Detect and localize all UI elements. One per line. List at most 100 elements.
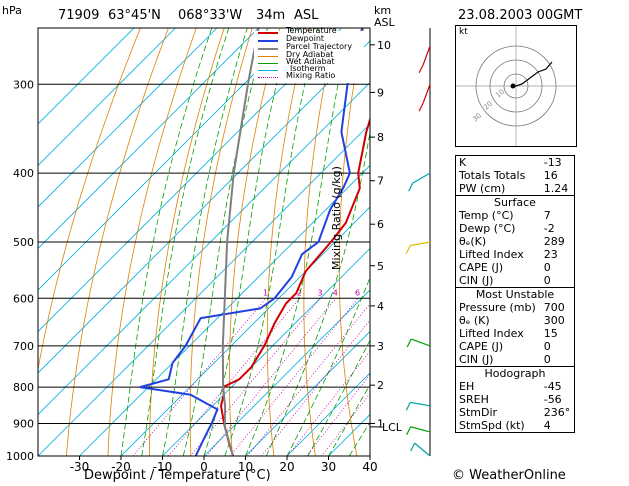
hodograph-storm-motion — [510, 83, 516, 89]
km-tick-label: 5 — [377, 260, 384, 273]
index-row: Totals Totals 16 — [456, 169, 575, 182]
index-row: CIN (J) 0 — [456, 274, 575, 288]
index-label: Totals Totals — [459, 169, 526, 182]
index-label: CIN (J) — [459, 274, 494, 287]
mixing-ratio-line — [190, 298, 321, 456]
index-label: CIN (J) — [459, 353, 494, 366]
dry-adiabat-line — [587, 28, 629, 456]
legend-swatch-temperature — [258, 32, 278, 34]
surface-title: Surface — [494, 196, 536, 209]
pressure-tick-label: 400 — [13, 167, 34, 180]
hodograph-ring-label-10: 10 — [494, 88, 506, 100]
index-value: 0 — [543, 353, 551, 366]
mixing-ratio-line — [206, 298, 337, 456]
dry-adiabat-line — [229, 28, 281, 456]
km-tick-label: 8 — [377, 131, 384, 144]
station-elev: 34m — [256, 8, 286, 23]
hpa-label: hPa — [2, 4, 22, 17]
index-label: Pressure (mb) — [459, 301, 536, 314]
index-row: Lifted Index 23 — [456, 248, 575, 261]
temp-tick-label: -20 — [111, 460, 131, 474]
wet-adiabat-line — [328, 384, 370, 456]
hodograph-ring-label-30: 30 — [471, 112, 483, 124]
mixing-ratio-line — [247, 303, 370, 456]
index-label: CAPE (J) — [459, 261, 504, 274]
legend-label-isotherm: Isotherm — [290, 64, 326, 73]
wind-barb — [412, 172, 431, 184]
wind-barb-flag — [405, 402, 411, 411]
wind-barb — [410, 401, 431, 407]
station-id: 71909 — [58, 8, 100, 23]
legend-label-parcel: Parcel Trajectory — [286, 42, 353, 51]
wind-barb-flag — [410, 442, 416, 452]
mixing-ratio-line — [168, 298, 300, 456]
legend-box: Temperature Dewpoint Parcel Trajectory D… — [254, 26, 364, 83]
km-tick-label: 6 — [377, 218, 384, 231]
indices-section-general: K -13 Totals Totals 16 PW (cm) 1.24 — [455, 155, 575, 196]
wind-barb — [410, 241, 431, 247]
index-value: 15 — [543, 327, 558, 340]
wet-adiabat-line — [162, 28, 248, 456]
legend-swatch-dewpoint — [258, 40, 278, 42]
hodograph-title: Hodograph — [484, 367, 546, 380]
dry-adiabat-line — [303, 28, 337, 456]
index-value: 289 — [543, 235, 565, 248]
wet-adiabat-line — [141, 28, 230, 456]
index-label: θₑ(K) — [459, 235, 487, 248]
dry-adiabat-line — [66, 28, 169, 456]
pressure-tick-label: 300 — [13, 78, 34, 91]
hodograph-ring-label-20: 20 — [482, 100, 494, 112]
wind-barb — [410, 426, 431, 433]
pressure-tick-label: 800 — [13, 381, 34, 394]
km-tick-label: 10 — [377, 39, 391, 52]
pressure-tick-label: 900 — [13, 417, 34, 430]
wet-adiabat-line — [245, 28, 350, 456]
index-value: 300 — [543, 314, 565, 327]
mixing-ratio-label: 4 — [333, 288, 338, 297]
mixing-ratio-line — [261, 319, 370, 456]
wet-adiabat-line — [307, 339, 370, 456]
km-tick-label: 2 — [377, 379, 384, 392]
index-row: Dewp (°C) -2 — [456, 222, 575, 235]
isotherm-line — [38, 28, 176, 167]
temp-tick-label: 10 — [238, 460, 253, 474]
indices-section-hodograph: Hodograph EH -45 SREH -56 StmDir 236° StmSp… — [455, 366, 575, 433]
legend-label-wet-adiabat: Wet Adiabat — [286, 57, 335, 66]
mixing-ratio-label: 10 — [385, 288, 395, 297]
legend-label-dry-adiabat: Dry Adiabat — [286, 50, 334, 59]
legend-label-temperature: Temperature — [286, 26, 337, 35]
dry-adiabat-line — [615, 28, 629, 456]
legend-swatch-dry-adiabat — [258, 56, 278, 57]
index-row: Lifted Index 15 — [456, 327, 575, 340]
index-row: CAPE (J) 0 — [456, 340, 575, 353]
index-label: θₑ (K) — [459, 314, 490, 327]
isotherm-line — [162, 247, 370, 456]
km-tick-label: 1 — [377, 417, 384, 430]
station-lon: 068°33'W — [178, 8, 243, 23]
km-tick-label: 3 — [377, 340, 384, 353]
watermark: © WeatherOnline — [452, 468, 566, 483]
index-value: 236° — [543, 406, 571, 419]
wind-barb — [422, 84, 431, 104]
index-row: StmSpd (kt) 4 — [456, 419, 575, 433]
index-value: 0 — [543, 261, 551, 274]
index-label: CAPE (J) — [459, 340, 504, 353]
km-asl-label: ASL — [374, 16, 395, 29]
index-row: K -13 — [456, 156, 575, 170]
index-value: -2 — [543, 222, 555, 235]
legend-swatch-wet-adiabat — [258, 63, 278, 64]
index-value: 1.24 — [543, 182, 569, 195]
dry-adiabat-line — [38, 28, 141, 372]
index-label: StmDir — [459, 406, 498, 419]
index-label: PW (cm) — [459, 182, 506, 195]
index-value: 23 — [543, 248, 558, 261]
temp-tick-label: -10 — [153, 460, 173, 474]
wind-barb-flag — [406, 426, 412, 436]
temp-tick-label: 20 — [279, 460, 294, 474]
mixing-ratio-label: 20 — [427, 288, 437, 297]
temp-tick-label: 40 — [362, 460, 377, 474]
index-value: 700 — [543, 301, 565, 314]
wind-barb-flag — [418, 102, 424, 112]
temp-tick-label: 0 — [200, 460, 208, 474]
